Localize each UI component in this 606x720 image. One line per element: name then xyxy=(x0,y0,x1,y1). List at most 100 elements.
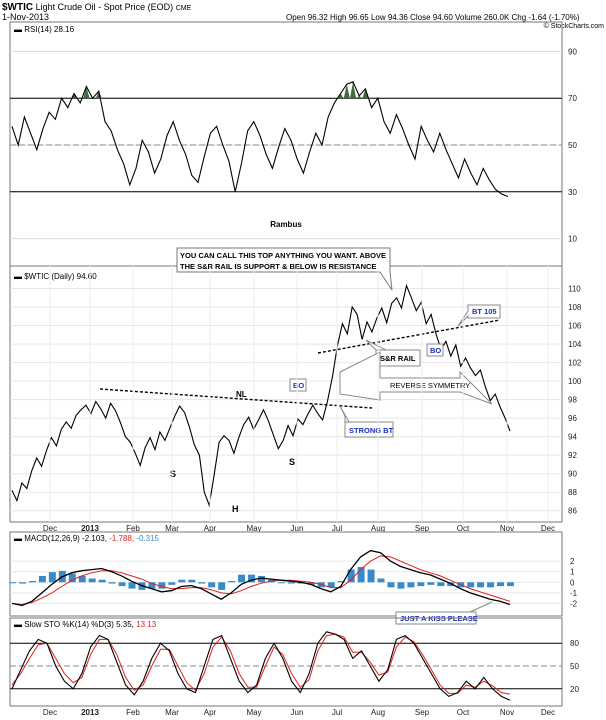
macd-hist-bar xyxy=(487,582,495,588)
sto-d-line xyxy=(11,633,511,695)
rsi-tick-label: 30 xyxy=(568,188,577,197)
author-label: Rambus xyxy=(270,220,302,229)
x-label-bottom: May xyxy=(246,708,261,717)
macd-hist-bar xyxy=(18,582,26,584)
macd-hist-bar xyxy=(287,582,295,584)
price-tick-label: 98 xyxy=(568,396,577,405)
macd-hist-bar xyxy=(307,582,315,585)
neckline-label: NL xyxy=(236,390,247,399)
x-label-bottom: Sep xyxy=(415,708,430,717)
macd-hist-bar xyxy=(228,581,236,583)
macd-hist-bar xyxy=(427,582,435,585)
price-line xyxy=(11,283,511,508)
price-tick-label: 94 xyxy=(568,433,577,442)
x-label: Apr xyxy=(204,524,217,533)
top-note-callout xyxy=(176,247,393,291)
macd-hist-bar xyxy=(357,567,365,583)
x-label-bottom: Mar xyxy=(165,708,179,717)
bo1-label: BO xyxy=(293,381,304,390)
price-panel: ▬ $WTIC (Daily) 94.60 110 108 106 104 102 100… xyxy=(9,247,582,523)
macd-hist-bar xyxy=(168,582,176,585)
sto-tick-label: 50 xyxy=(570,662,579,671)
macd-hist-bar xyxy=(178,579,186,583)
macd-hist-bar xyxy=(118,582,126,587)
macd-hist-bar xyxy=(327,582,335,588)
macd-hist-bar xyxy=(467,582,475,588)
neckline xyxy=(99,388,373,409)
x-label-bottom: Oct xyxy=(457,708,470,717)
macd-hist-bar xyxy=(78,575,86,583)
x-label: Aug xyxy=(371,524,385,533)
rsi-tick-label: 50 xyxy=(568,141,577,150)
bo2-label: BO xyxy=(430,346,441,355)
sto-k-line xyxy=(11,631,511,701)
strong-bt-label: STRONG BT xyxy=(349,426,394,435)
macd-hist-bar xyxy=(88,578,96,583)
price-tick-label: 96 xyxy=(568,414,577,423)
macd-hist-bar xyxy=(387,582,395,588)
left-shoulder-label: S xyxy=(170,469,176,479)
x-label: Dec xyxy=(43,524,57,533)
x-label: Oct xyxy=(457,524,470,533)
x-label-bottom: Jun xyxy=(291,708,304,717)
x-label-bottom: Nov xyxy=(500,708,514,717)
sr-rail-label: S&R RAIL xyxy=(380,354,416,363)
x-label-bottom: Dec xyxy=(541,708,555,717)
macd-hist-bar xyxy=(477,582,485,588)
x-label: 2013 xyxy=(81,524,99,533)
macd-tick-label: 2 xyxy=(570,557,575,566)
macd-signal-line xyxy=(11,555,511,606)
x-label: Nov xyxy=(500,524,514,533)
price-tick-label: 106 xyxy=(568,322,582,331)
macd-tick-label: 1 xyxy=(570,568,575,577)
macd-hist-bar xyxy=(397,582,405,589)
macd-hist-bar xyxy=(248,574,256,583)
price-label: ▬ $WTIC (Daily) 94.60 xyxy=(14,272,97,281)
x-label: Sep xyxy=(415,524,430,533)
sr-rail xyxy=(317,319,501,354)
price-x-axis: Dec 2013 Feb Mar Apr May Jun Jul Aug Sep Oct Nov Dec xyxy=(43,266,555,533)
chart-date: 1-Nov-2013 xyxy=(2,12,49,22)
x-label: Dec xyxy=(541,524,555,533)
x-label: Jul xyxy=(332,524,342,533)
x-label-bottom: Feb xyxy=(126,708,140,717)
price-tick-label: 92 xyxy=(568,451,577,460)
x-label-bottom: 2013 xyxy=(81,708,99,717)
rsi-tick-label: 70 xyxy=(568,94,577,103)
sto-tick-label: 20 xyxy=(570,685,579,694)
kiss-pointer xyxy=(469,601,493,613)
rsi-panel: ▬ RSI(14) 28.16 90 70 50 30 10 Rambus xyxy=(9,21,577,267)
credit: © StockCharts.com xyxy=(544,22,605,30)
price-tick-label: 100 xyxy=(568,377,582,386)
price-tick-label: 102 xyxy=(568,359,582,368)
macd-hist-bar xyxy=(367,569,375,583)
macd-panel: ▬ MACD(12,26,9) -2.103, -1.788, -0.315 2… xyxy=(9,531,578,625)
price-tick-label: 110 xyxy=(568,285,581,294)
price-tick-label: 104 xyxy=(568,340,582,349)
macd-hist-bar xyxy=(208,582,216,588)
sto-label: ▬ Slow STO %K(14) %D(3) 5.35, 13.13 xyxy=(14,620,157,629)
macd-tick-label: 0 xyxy=(570,578,575,587)
rsi-label: ▬ RSI(14) 28.16 xyxy=(14,25,75,34)
macd-hist-bar xyxy=(417,582,425,587)
macd-hist-bar xyxy=(148,582,156,589)
x-label-bottom: Jul xyxy=(332,708,342,717)
x-label: Mar xyxy=(165,524,179,533)
macd-hist-bar xyxy=(28,581,36,583)
macd-hist-bar xyxy=(108,582,116,584)
right-shoulder-label: S xyxy=(289,457,295,467)
top-note-line2: THE S&R RAIL IS SUPPORT & BELOW IS RESIS… xyxy=(180,262,376,271)
macd-label: ▬ MACD(12,26,9) -2.103, -1.788, -0.315 xyxy=(14,534,160,543)
price-tick-label: 86 xyxy=(568,507,577,516)
bt105-box xyxy=(457,304,501,327)
bo1-box xyxy=(289,378,307,392)
price-tick-label: 90 xyxy=(568,470,577,479)
sto-panel: ▬ Slow STO %K(14) %D(3) 5.35, 13.13 80 50… xyxy=(9,617,579,707)
macd-hist-bar xyxy=(347,569,355,583)
sto-frame xyxy=(9,617,563,707)
macd-hist-bar xyxy=(98,579,106,583)
macd-hist-bar xyxy=(238,574,246,583)
x-label-bottom: Aug xyxy=(371,708,385,717)
bottom-x-axis: Dec 2013 Feb Mar Apr May Jun Jul Aug Sep Oct Nov Dec xyxy=(43,708,555,717)
